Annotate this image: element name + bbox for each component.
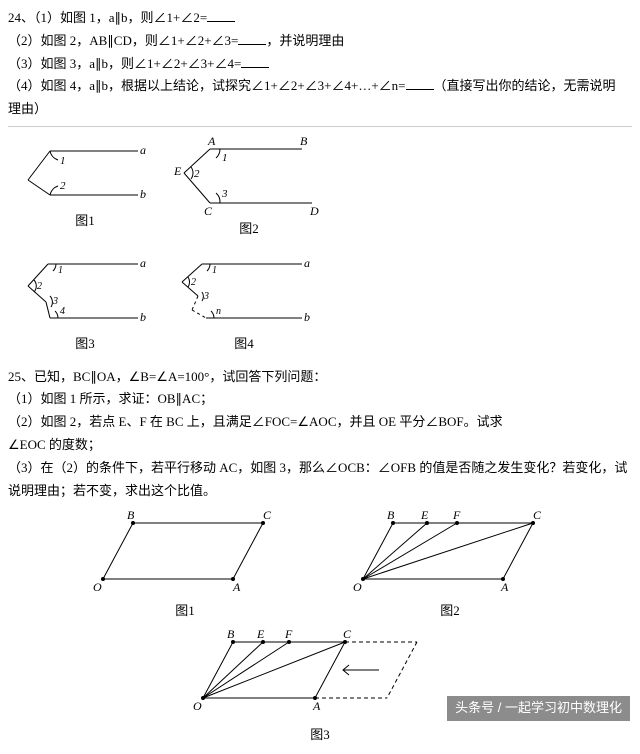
p24-num: 24、 xyxy=(8,10,34,25)
p24-l1: （1）如图 1，a∥b，则∠1+∠2= xyxy=(34,10,207,25)
svg-text:a: a xyxy=(140,256,146,270)
fig-row-2: 1 2 3 4 a b 图3 1 2 3 n a b 图4 xyxy=(20,252,632,355)
svg-text:1: 1 xyxy=(212,265,217,276)
blank xyxy=(207,9,235,22)
svg-text:B: B xyxy=(387,509,395,522)
problem-24-text: 24、（1）如图 1，a∥b，则∠1+∠2= （2）如图 2，AB∥CD，则∠1… xyxy=(8,8,632,120)
svg-text:A: A xyxy=(232,580,241,594)
p25-l1: （1）如图 1 所示，求证：OB∥AC； xyxy=(8,389,632,410)
fig4-label: 图4 xyxy=(234,334,254,355)
fig-row-1: 1 2 a b 图1 A B E C D 1 2 3 图2 xyxy=(20,137,632,240)
p24-l2b: ，并说明理由 xyxy=(266,33,344,48)
svg-text:E: E xyxy=(174,164,182,178)
svg-text:C: C xyxy=(343,628,352,641)
svg-text:O: O xyxy=(93,580,102,594)
svg-text:A: A xyxy=(500,580,509,594)
figure-3: 1 2 3 4 a b 图3 xyxy=(20,252,150,355)
svg-text:a: a xyxy=(140,143,146,157)
blank xyxy=(238,31,266,44)
svg-text:A: A xyxy=(312,699,321,713)
svg-text:B: B xyxy=(127,509,135,522)
divider xyxy=(8,126,632,127)
svg-text:E: E xyxy=(420,509,429,522)
svg-text:a: a xyxy=(304,256,310,270)
svg-text:1: 1 xyxy=(58,265,63,276)
p25-l3a: （3）在（2）的条件下，若平行移动 AC，如图 3，那么∠OCB：∠OFB 的值… xyxy=(8,458,632,479)
p24-l4a: （4）如图 4，a∥b，根据以上结论，试探究∠1+∠2+∠3+∠4+…+∠n= xyxy=(8,78,406,93)
fig25-2-label: 图2 xyxy=(440,601,460,622)
svg-text:C: C xyxy=(533,509,542,522)
svg-text:C: C xyxy=(204,204,213,217)
svg-text:2: 2 xyxy=(60,180,66,192)
svg-text:n: n xyxy=(216,306,221,317)
problem-25-text: 25、已知，BC∥OA，∠B=∠A=100°，试回答下列问题： （1）如图 1 … xyxy=(8,367,632,502)
svg-text:B: B xyxy=(300,137,308,148)
svg-text:3: 3 xyxy=(52,296,58,307)
svg-text:D: D xyxy=(309,204,319,217)
figure-1: 1 2 a b 图1 xyxy=(20,137,150,240)
svg-text:F: F xyxy=(452,509,461,522)
svg-text:1: 1 xyxy=(60,155,66,167)
svg-text:F: F xyxy=(284,628,293,641)
blank xyxy=(406,77,434,90)
fig3-label: 图3 xyxy=(75,334,95,355)
figure-2: A B E C D 1 2 3 图2 xyxy=(174,137,324,240)
fig1-label: 图1 xyxy=(75,211,95,232)
svg-text:b: b xyxy=(140,187,146,201)
p25-num: 25、 xyxy=(8,369,34,384)
fig2-label: 图2 xyxy=(239,219,259,240)
svg-text:b: b xyxy=(304,310,310,324)
figure-25-2: B E F C O A 图2 xyxy=(345,509,555,622)
p24-l2a: （2）如图 2，AB∥CD，则∠1+∠2+∠3= xyxy=(8,33,238,48)
svg-text:O: O xyxy=(353,580,362,594)
svg-text:O: O xyxy=(193,699,202,713)
svg-text:2: 2 xyxy=(194,168,200,180)
p25-l3b: 说明理由；若不变，求出这个比值。 xyxy=(8,481,632,502)
svg-text:A: A xyxy=(207,137,216,148)
fig25-1-label: 图1 xyxy=(175,601,195,622)
svg-text:b: b xyxy=(140,310,146,324)
watermark: 头条号 / 一起学习初中数理化 xyxy=(447,696,630,721)
p24-l3: （3）如图 3，a∥b，则∠1+∠2+∠3+∠4= xyxy=(8,56,241,71)
p25-l2b: ∠EOC 的度数； xyxy=(8,435,632,456)
svg-text:1: 1 xyxy=(222,152,228,164)
svg-text:3: 3 xyxy=(203,291,209,302)
svg-text:B: B xyxy=(227,628,235,641)
svg-text:3: 3 xyxy=(221,188,228,200)
p24-l5: 理由） xyxy=(8,101,47,116)
svg-text:2: 2 xyxy=(191,277,196,288)
svg-text:4: 4 xyxy=(60,306,65,317)
svg-text:2: 2 xyxy=(37,281,42,292)
svg-text:C: C xyxy=(263,509,272,522)
figure-25-1: B C O A 图1 xyxy=(85,509,285,622)
svg-text:E: E xyxy=(256,628,265,641)
figure-4: 1 2 3 n a b 图4 xyxy=(174,252,314,355)
fig25-3-label: 图3 xyxy=(310,725,330,746)
p24-l4b: （直接写出你的结论，无需说明 xyxy=(434,78,616,93)
p25-l2: （2）如图 2，若点 E、F 在 BC 上，且满足∠FOC=∠AOC，并且 OE… xyxy=(8,412,632,433)
blank xyxy=(241,54,269,67)
figure-25-3: B E F C O A 图3 xyxy=(185,628,455,746)
p25-head: 已知，BC∥OA，∠B=∠A=100°，试回答下列问题： xyxy=(34,369,326,384)
